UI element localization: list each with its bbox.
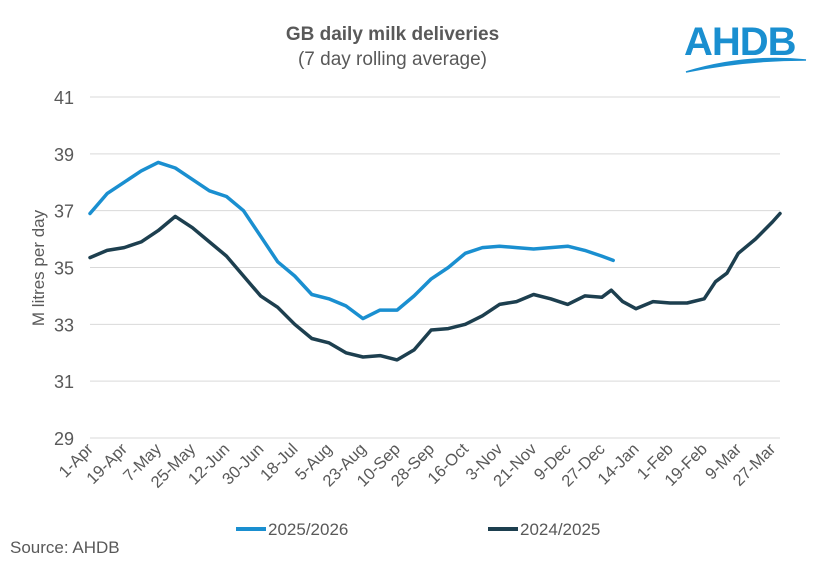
x-tick-label: 18-Jul: [257, 440, 302, 485]
y-axis-label: M litres per day: [29, 209, 48, 326]
source-note: Source: AHDB: [10, 538, 120, 557]
y-tick-label: 29: [54, 429, 74, 449]
series-line-2024-2025: [88, 211, 782, 362]
y-tick-label: 35: [54, 259, 74, 279]
ahdb-logo: AHDB: [684, 20, 809, 75]
legend-label: 2024/2025: [520, 520, 600, 539]
y-tick-label: 39: [54, 145, 74, 165]
logo-swoosh-icon: [685, 57, 807, 73]
y-tick-label: 33: [54, 315, 74, 335]
chart-subtitle: (7 day rolling average): [297, 49, 488, 70]
y-tick-label: 37: [54, 202, 74, 222]
y-tick-label: 41: [54, 88, 74, 108]
logo-text: AHDB: [684, 20, 797, 64]
y-tick-label: 31: [54, 372, 74, 392]
chart-title: GB daily milk deliveries: [285, 24, 500, 45]
legend-label: 2025/2026: [268, 520, 348, 539]
series-line-2025-2026: [88, 160, 615, 321]
